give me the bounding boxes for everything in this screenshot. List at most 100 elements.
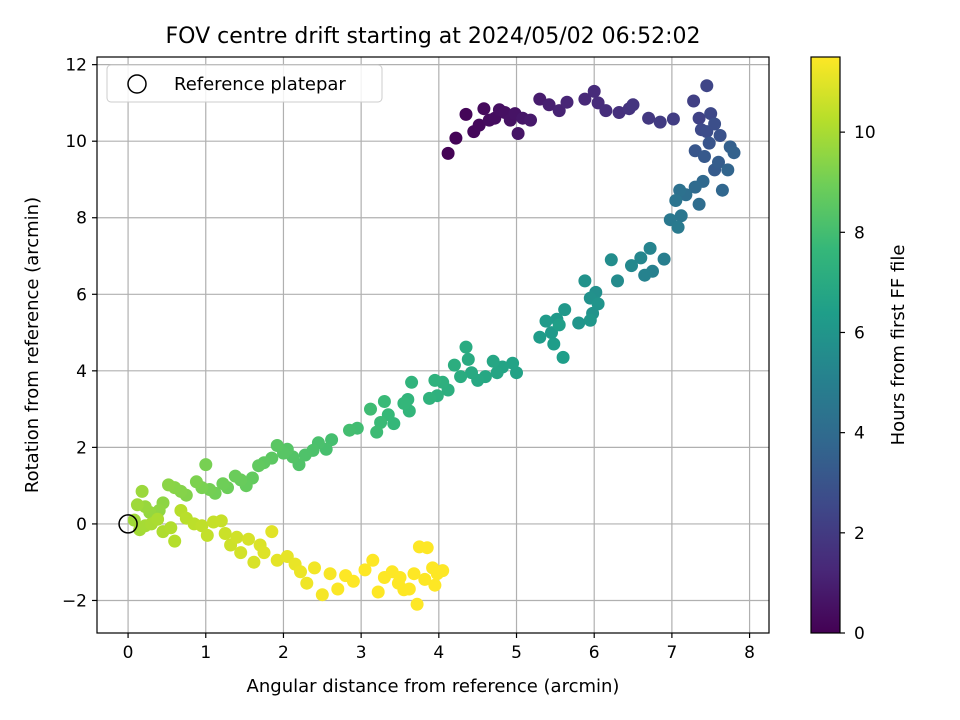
- data-point: [228, 469, 242, 483]
- data-point: [511, 127, 525, 140]
- data-point: [423, 391, 436, 405]
- y-axis-label: Rotation from reference (arcmin): [22, 197, 43, 493]
- data-point: [713, 129, 727, 142]
- data-point: [560, 95, 574, 109]
- y-tick-label: 6: [76, 285, 87, 305]
- data-point: [247, 555, 261, 569]
- data-point: [393, 571, 407, 584]
- y-tick-label: 10: [65, 132, 87, 152]
- data-point: [449, 131, 463, 145]
- data-point: [402, 582, 416, 596]
- data-point: [199, 458, 213, 472]
- data-point: [325, 433, 339, 447]
- data-point: [168, 534, 182, 548]
- scatter-points: [127, 79, 741, 611]
- data-point: [410, 597, 424, 611]
- data-point: [657, 252, 671, 266]
- data-point: [189, 475, 203, 489]
- data-point: [294, 565, 307, 579]
- x-tick-label: 2: [278, 643, 289, 663]
- data-point: [506, 356, 520, 370]
- colorbar-label: Hours from first FF file: [888, 245, 909, 446]
- data-point: [688, 144, 702, 158]
- data-point: [552, 104, 566, 118]
- colorbar-ticks: 0 2 4 6 8 10: [840, 123, 876, 644]
- data-point: [721, 163, 735, 177]
- colorbar-gradient: [811, 57, 840, 633]
- data-point: [671, 220, 685, 234]
- x-tick-label: 7: [666, 643, 677, 663]
- x-axis-ticks: 0 1 2 3 4 5 6 7 8: [123, 633, 755, 663]
- data-point: [346, 574, 360, 588]
- data-point: [308, 561, 321, 575]
- data-point: [218, 527, 232, 540]
- x-tick-label: 8: [744, 643, 755, 663]
- data-point: [164, 521, 178, 535]
- data-point: [459, 107, 473, 121]
- data-point: [704, 107, 718, 121]
- data-point: [477, 102, 491, 116]
- data-point: [712, 155, 725, 169]
- data-point: [343, 423, 356, 437]
- y-tick-label: −2: [62, 591, 87, 611]
- data-point: [666, 112, 680, 126]
- data-point: [552, 318, 566, 332]
- data-point: [214, 514, 228, 528]
- data-point: [700, 79, 714, 93]
- data-point: [558, 303, 572, 317]
- grid: [97, 57, 769, 633]
- data-point: [642, 111, 656, 125]
- data-point: [599, 104, 613, 118]
- data-point: [441, 146, 455, 160]
- data-point: [578, 92, 592, 106]
- legend-marker-icon: [127, 74, 147, 94]
- data-point: [533, 330, 547, 344]
- data-point: [130, 498, 144, 512]
- data-point: [265, 525, 279, 539]
- data-point: [674, 209, 688, 223]
- data-point: [490, 366, 504, 380]
- data-point: [524, 113, 537, 127]
- data-point: [669, 194, 683, 207]
- x-axis-label: Angular distance from reference (arcmin): [247, 676, 620, 697]
- data-point: [331, 582, 345, 596]
- x-tick-label: 1: [200, 643, 211, 663]
- colorbar-tick-label: 10: [854, 123, 876, 143]
- data-point: [472, 118, 486, 132]
- legend-label: Reference platepar: [174, 74, 346, 95]
- data-point: [151, 512, 165, 526]
- data-point: [364, 402, 377, 416]
- data-point: [547, 337, 561, 351]
- data-point: [578, 274, 592, 288]
- data-point: [634, 251, 648, 265]
- data-point: [270, 553, 284, 567]
- data-point: [315, 588, 329, 602]
- data-point: [371, 585, 385, 599]
- x-tick-label: 3: [356, 643, 367, 663]
- data-point: [708, 117, 722, 131]
- data-point: [323, 567, 337, 581]
- data-point: [583, 313, 597, 327]
- data-point: [542, 98, 556, 112]
- colorbar-frame: [810, 56, 841, 634]
- data-point: [687, 94, 701, 108]
- y-axis-ticks: −2 0 2 4 6 8 10 12: [62, 56, 97, 611]
- data-point: [428, 373, 442, 387]
- plot-frame: [96, 56, 770, 634]
- data-point: [428, 578, 442, 592]
- data-point: [257, 546, 271, 560]
- data-point: [135, 484, 149, 498]
- legend-box: [106, 64, 383, 103]
- data-point: [604, 253, 618, 267]
- y-tick-label: 8: [76, 209, 87, 229]
- data-point: [702, 136, 716, 150]
- data-point: [377, 395, 391, 408]
- data-point: [638, 268, 652, 282]
- data-point: [459, 340, 473, 354]
- data-point: [727, 146, 741, 160]
- data-point: [715, 183, 729, 197]
- data-point: [539, 314, 553, 328]
- data-point: [688, 180, 702, 194]
- data-point: [252, 459, 266, 473]
